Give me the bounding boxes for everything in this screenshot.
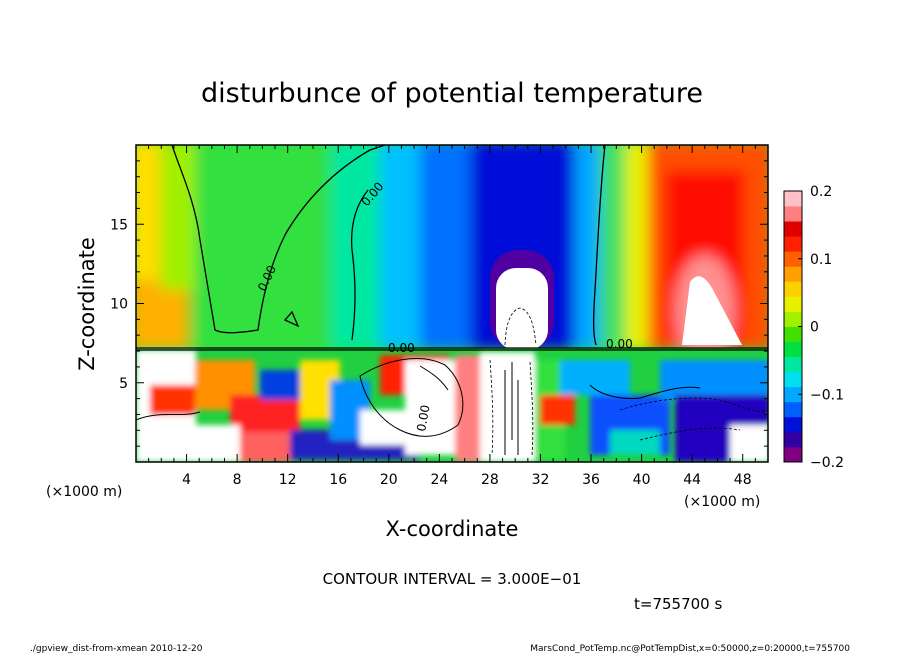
z-tick-label: 15 [110,217,128,233]
colorbar-tick-label: 0 [810,320,819,336]
above-scale-region [682,276,742,345]
x-tick-label: 32 [532,472,550,488]
x-tick-label: 36 [582,472,600,488]
z-axis: 5 10 15 [110,160,768,447]
colorbar-band [784,236,802,252]
colorbar-band [784,296,802,312]
contour-label: 0.00 [606,337,633,351]
x-tick-label: 20 [380,472,398,488]
x-tick-label: 12 [279,472,297,488]
upper-field [136,145,768,365]
colorbar-band [784,191,802,207]
colorbar-band [784,206,802,222]
x-tick-label: 40 [633,472,651,488]
colorbar-band [784,416,802,433]
contour-interval: CONTOUR INTERVAL = 3.000E−01 [323,570,582,588]
below-scale-region [496,268,548,350]
heatmap-field: 0.00 0.00 0.00 0.00 0.00 [136,145,768,462]
x-tick-label: 24 [430,472,448,488]
x-tick-label: 8 [233,472,242,488]
dashed-contours [489,307,768,456]
z-tick-label: 5 [119,376,128,392]
chart-title: disturbunce of potential temperature [201,78,703,109]
colorbar-band [784,401,802,418]
x-tick-label: 48 [734,472,752,488]
footer-left: ./gpview_dist-from-xmean 2010-12-20 [30,644,203,654]
contour-lines [136,145,768,455]
colorbar-band [784,386,802,403]
colorbar-band [784,311,802,327]
colorbar-tick-label: −0.1 [810,387,844,403]
z-tick-label: 10 [110,297,128,313]
colorbar-band [784,266,802,282]
contour-label: 0.00 [388,341,415,355]
colorbar-band [784,281,802,297]
x-unit-left: (×1000 m) [46,484,122,500]
colorbar-band [784,356,802,373]
x-tick-label: 28 [481,472,499,488]
colorbar-band [784,371,802,388]
time-stamp: t=755700 s [634,595,722,613]
colorbar-band [784,251,802,267]
colorbar-band [784,326,802,342]
x-tick-label: 44 [683,472,701,488]
x-tick-label: 4 [182,472,191,488]
colorbar-band [784,341,802,358]
colorbar-band [784,221,802,237]
x-axis: 4 8 12 16 20 24 28 32 36 40 44 48 [148,145,756,488]
colorbar-tick-label: −0.2 [810,455,844,471]
z-axis-title: Z-coordinate [75,237,99,371]
footer-right: MarsCond_PotTemp.nc@PotTempDist,x=0:5000… [530,644,850,654]
colorbar-band [784,446,802,463]
colorbar-tick-label: 0.1 [810,252,832,268]
x-tick-label: 16 [329,472,347,488]
colorbar-band [784,431,802,448]
x-unit-right: (×1000 m) [684,494,760,510]
contour-label: 0.00 [414,404,432,433]
x-axis-title: X-coordinate [386,517,519,541]
colorbar: 0.2 0.1 0 −0.1 −0.2 [783,184,844,471]
colorbar-tick-label: 0.2 [810,184,832,200]
lower-turbulent-field [136,348,768,462]
